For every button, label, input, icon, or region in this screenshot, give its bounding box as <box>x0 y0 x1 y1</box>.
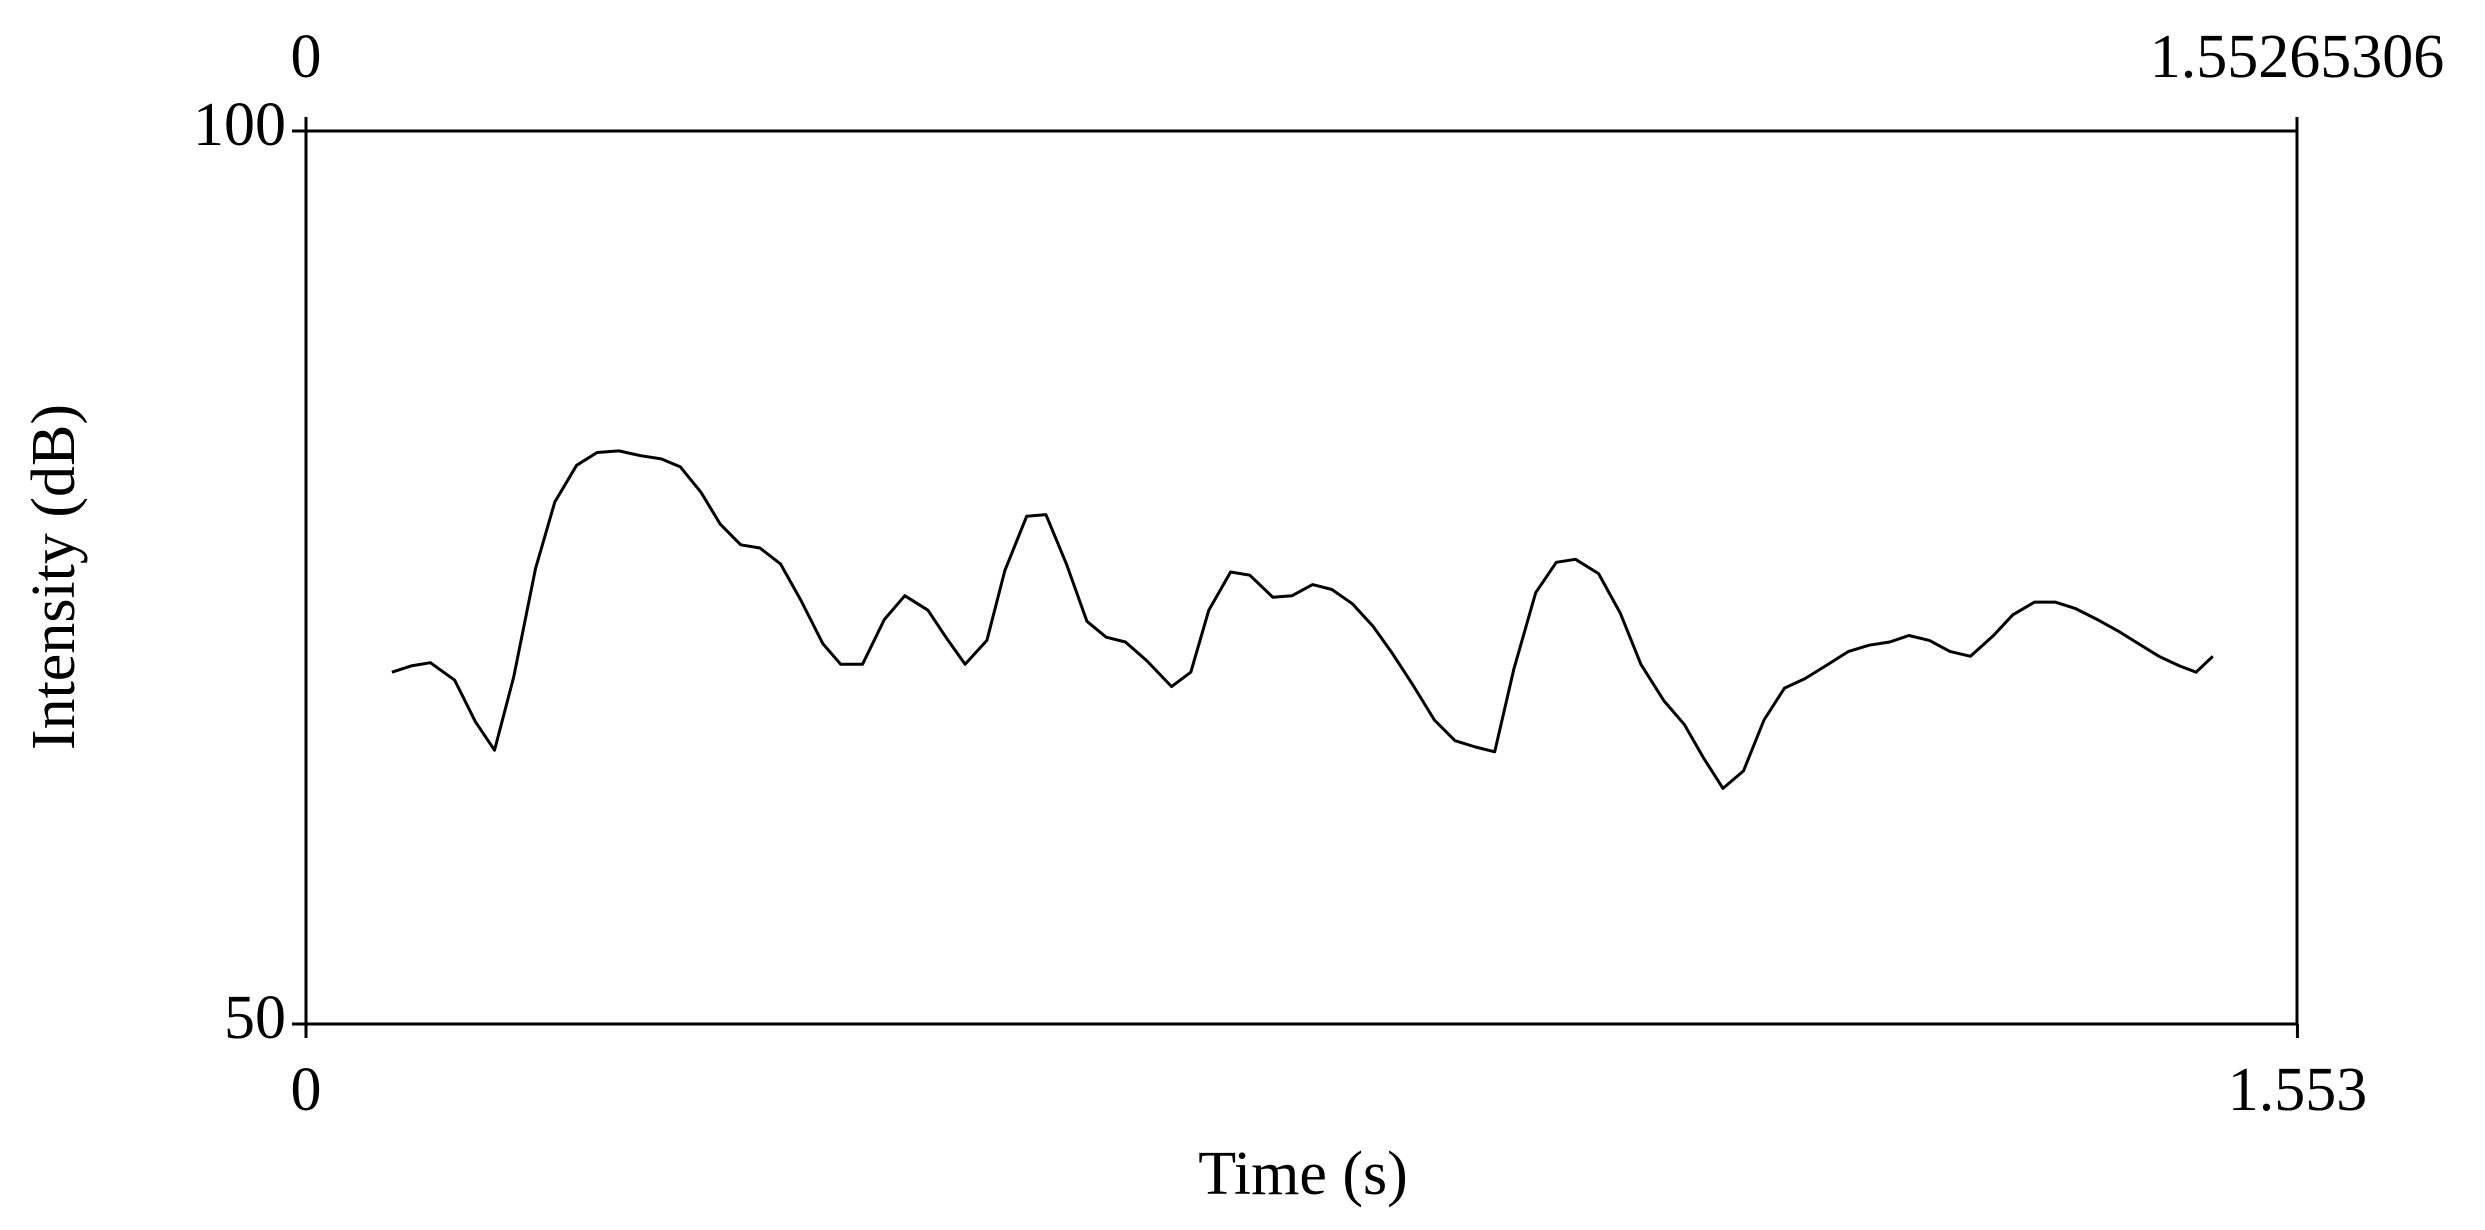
intensity-line <box>391 449 2214 790</box>
y-tick-label: 100 <box>193 91 286 159</box>
y-tick-label: 50 <box>224 984 286 1052</box>
x-axis-label: Time (s) <box>1198 1140 1408 1208</box>
x-tick-label: 1.553 <box>2228 1056 2368 1124</box>
x-tick-label: 0 <box>291 1056 322 1124</box>
y-axis-label: Intensity (dB) <box>20 404 88 750</box>
plot-frame <box>304 129 2299 1026</box>
x2-tick-label: 0 <box>291 23 322 91</box>
x2-tick-label: 1.55265306 <box>2150 23 2445 91</box>
